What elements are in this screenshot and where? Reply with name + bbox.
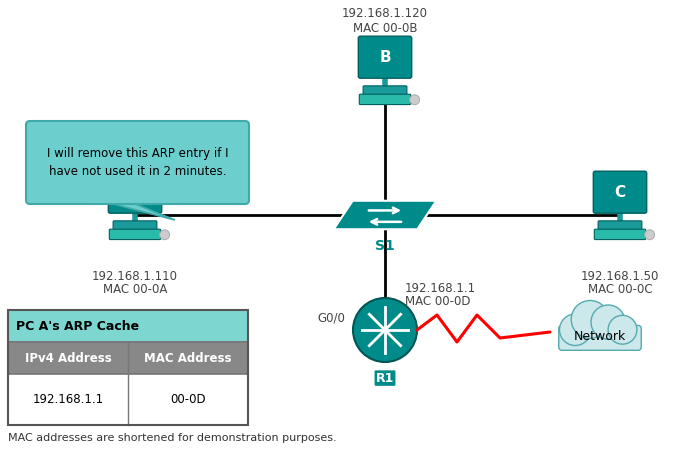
- Text: MAC addresses are shortened for demonstration purposes.: MAC addresses are shortened for demonstr…: [8, 433, 337, 443]
- FancyBboxPatch shape: [26, 121, 249, 204]
- Text: C: C: [615, 185, 626, 200]
- Text: MAC 00-0D: MAC 00-0D: [405, 295, 470, 308]
- FancyBboxPatch shape: [109, 229, 161, 240]
- FancyBboxPatch shape: [8, 342, 248, 374]
- Text: 192.168.1.120: 192.168.1.120: [342, 7, 428, 20]
- Polygon shape: [334, 201, 436, 229]
- Text: PC A's ARP Cache: PC A's ARP Cache: [16, 320, 139, 333]
- Circle shape: [353, 298, 417, 362]
- Text: R1: R1: [376, 371, 394, 385]
- FancyBboxPatch shape: [358, 36, 412, 78]
- Text: MAC 00-0B: MAC 00-0B: [353, 22, 417, 35]
- Text: 192.168.1.1: 192.168.1.1: [32, 393, 104, 406]
- Circle shape: [160, 230, 169, 240]
- FancyBboxPatch shape: [598, 221, 642, 230]
- Text: I will remove this ARP entry if I
have not used it in 2 minutes.: I will remove this ARP entry if I have n…: [47, 147, 228, 178]
- Circle shape: [591, 305, 625, 339]
- Circle shape: [410, 95, 419, 105]
- Text: MAC 00-0C: MAC 00-0C: [588, 283, 652, 296]
- FancyBboxPatch shape: [8, 374, 248, 425]
- Text: G0/0: G0/0: [317, 312, 345, 324]
- Text: Network: Network: [574, 330, 626, 343]
- Text: 00-0D: 00-0D: [170, 393, 206, 406]
- Text: 192.168.1.1: 192.168.1.1: [405, 282, 476, 295]
- Circle shape: [608, 315, 637, 344]
- FancyBboxPatch shape: [359, 94, 411, 105]
- FancyBboxPatch shape: [113, 221, 157, 230]
- Circle shape: [559, 314, 591, 346]
- Text: B: B: [379, 50, 391, 65]
- Text: IPv4 Address: IPv4 Address: [25, 352, 111, 365]
- FancyBboxPatch shape: [559, 325, 641, 350]
- FancyBboxPatch shape: [363, 86, 407, 95]
- FancyBboxPatch shape: [88, 195, 122, 203]
- FancyBboxPatch shape: [594, 171, 647, 213]
- Text: 192.168.1.50: 192.168.1.50: [581, 270, 659, 283]
- Text: A: A: [129, 185, 141, 200]
- Text: MAC 00-0A: MAC 00-0A: [103, 283, 167, 296]
- Text: MAC Address: MAC Address: [144, 352, 232, 365]
- FancyBboxPatch shape: [594, 229, 645, 240]
- Text: S1: S1: [375, 239, 395, 253]
- FancyBboxPatch shape: [8, 310, 248, 342]
- Circle shape: [645, 230, 654, 240]
- FancyBboxPatch shape: [108, 171, 162, 213]
- Circle shape: [571, 300, 609, 338]
- Text: 192.168.1.110: 192.168.1.110: [92, 270, 178, 283]
- Polygon shape: [90, 198, 175, 220]
